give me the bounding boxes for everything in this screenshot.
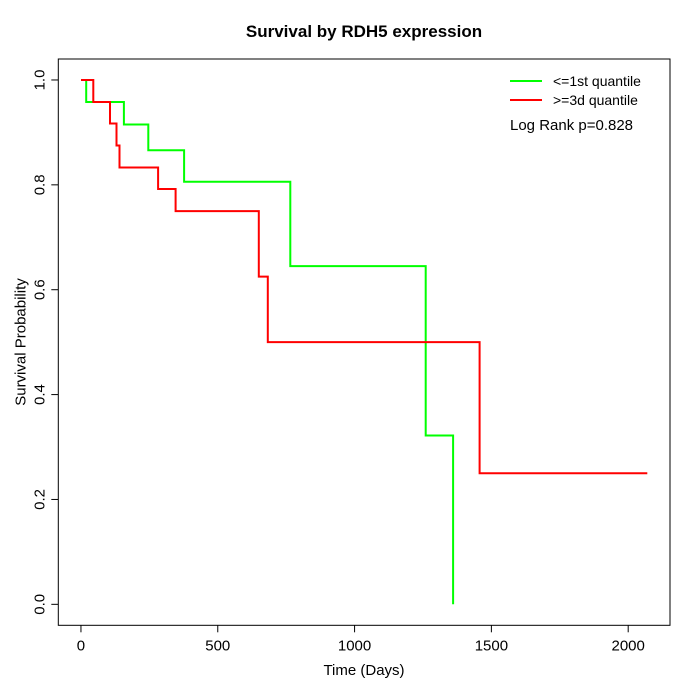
x-tick-label: 500	[205, 637, 230, 654]
x-tick-label: 1000	[338, 637, 371, 654]
chart-title: Survival by RDH5 expression	[245, 22, 483, 41]
x-tick-label: 1500	[475, 637, 508, 654]
curve-third-quantile	[81, 79, 648, 475]
y-tick-label: 0.2	[31, 489, 48, 510]
green-line-swatch-icon	[510, 79, 542, 82]
y-axis-label: Survival Probability	[12, 278, 30, 406]
y-tick-label: 1.0	[31, 70, 48, 91]
legend-item-third-quantile: >=3d quantile	[510, 90, 641, 109]
y-tick-label: 0.0	[31, 594, 48, 615]
log-rank-annotation: Log Rank p=0.828	[510, 117, 634, 134]
y-tick-label: 0.6	[31, 279, 48, 300]
legend-label-third-quantile: >=3d quantile	[553, 91, 638, 108]
legend-item-first-quantile: <=1st quantile	[510, 71, 641, 90]
y-tick-label: 0.8	[31, 174, 48, 195]
x-tick-label: 2000	[612, 637, 645, 654]
x-tick-label: 0	[77, 637, 85, 654]
red-line-swatch-icon	[510, 98, 542, 101]
legend: <=1st quantile >=3d quantile Log Rank p=…	[510, 71, 641, 134]
x-axis-label: Time (Days)	[323, 662, 405, 679]
legend-label-first-quantile: <=1st quantile	[553, 72, 641, 89]
plot-border	[57, 58, 671, 626]
y-tick-label: 0.4	[31, 384, 48, 405]
